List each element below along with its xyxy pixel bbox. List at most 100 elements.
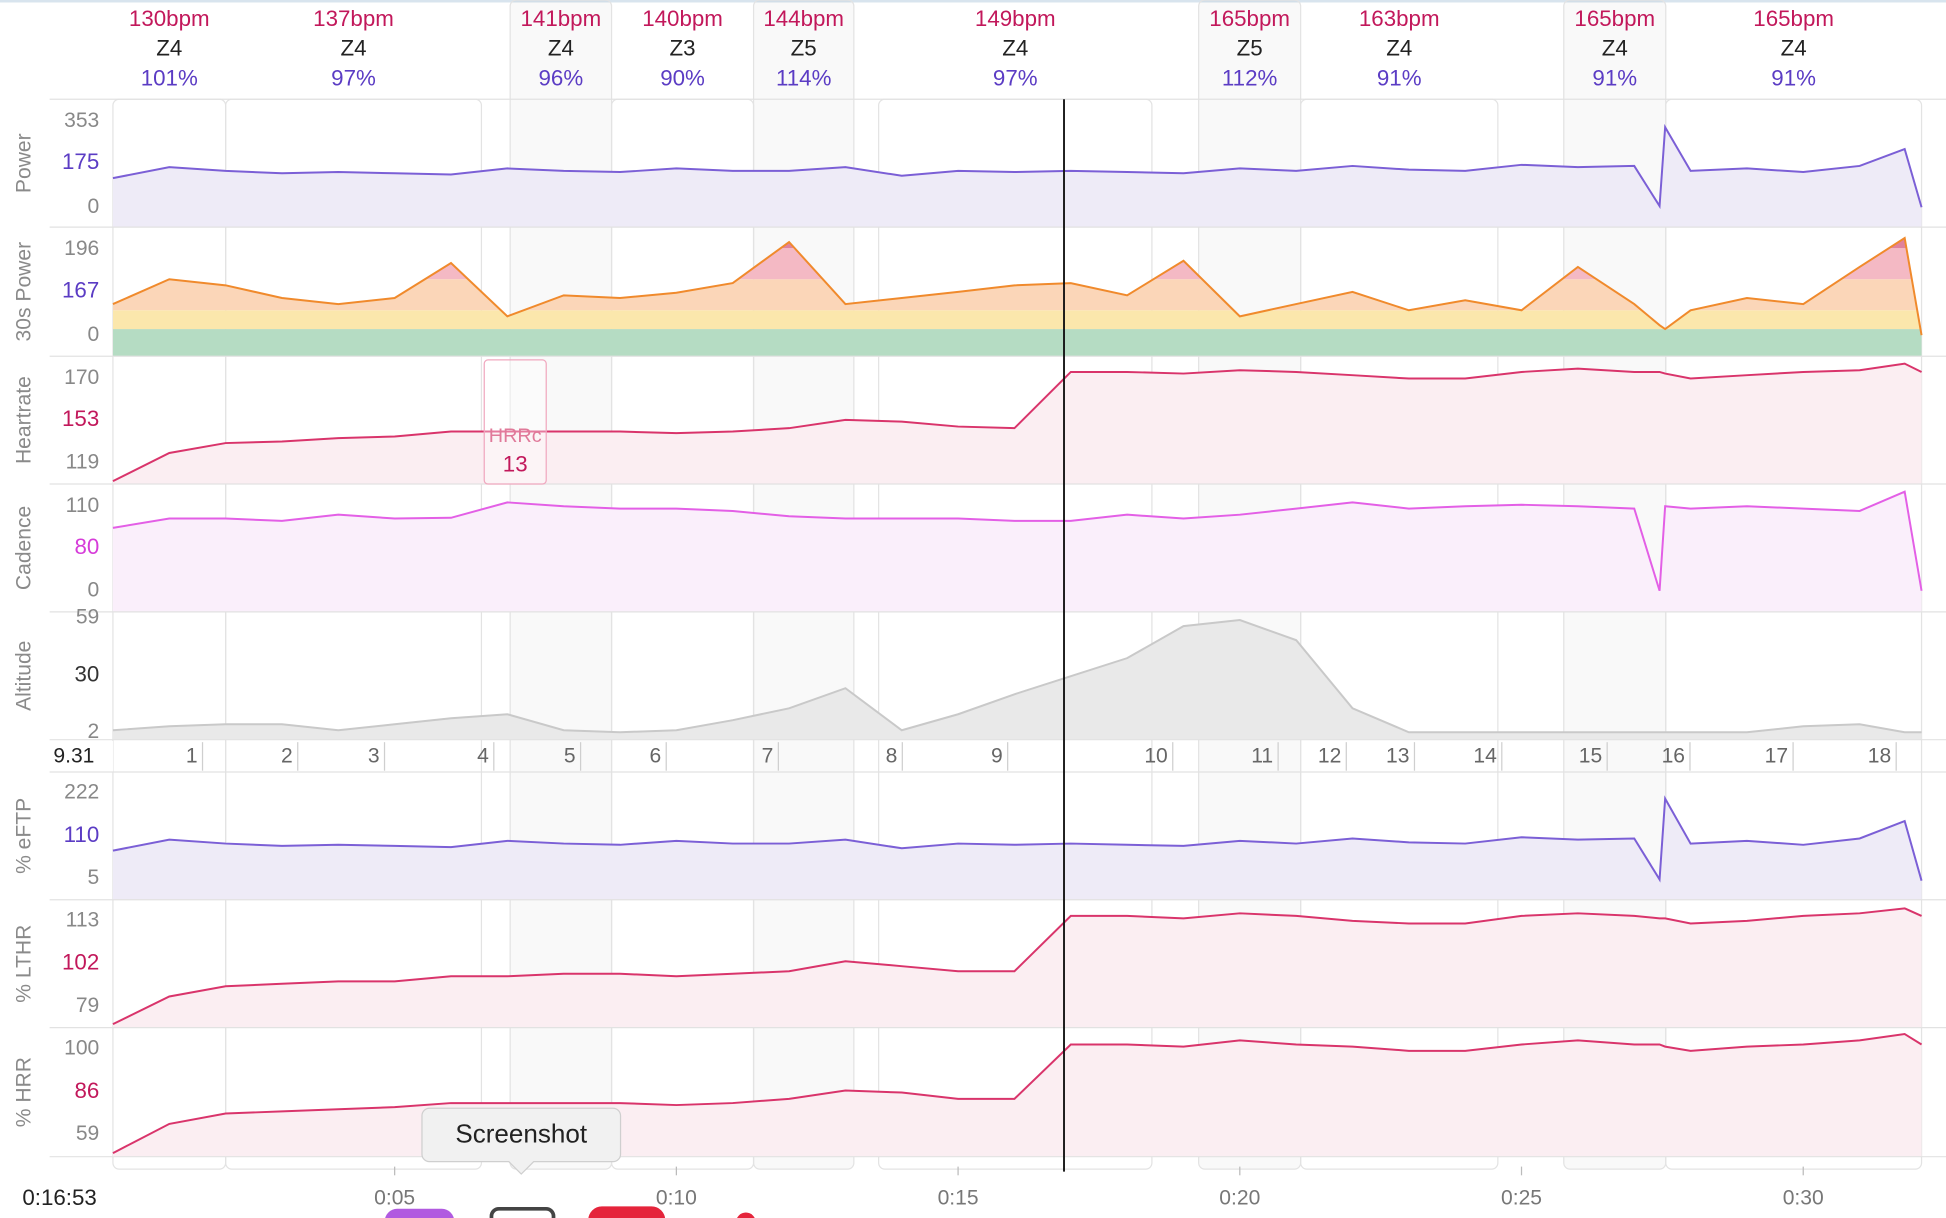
y-axis-label: % LTHR	[12, 925, 35, 1003]
interval-zone: Z4	[1602, 36, 1628, 61]
y-tick-label: 0	[88, 578, 100, 601]
interval-percent: 101%	[141, 65, 198, 90]
data-line	[112, 907, 1922, 1026]
cursor-value: 30	[74, 662, 99, 687]
distance-label: 15	[1579, 745, 1602, 768]
distance-label: 17	[1765, 745, 1788, 768]
interval-percent: 97%	[331, 65, 376, 90]
cursor-value: 175	[62, 149, 99, 174]
cursor-value: 86	[74, 1078, 99, 1103]
interval-hr: 137bpm	[313, 6, 394, 31]
interval-percent: 91%	[1771, 65, 1816, 90]
x-tick-label: 0:05	[374, 1186, 415, 1209]
distance-label: 12	[1318, 745, 1341, 768]
y-tick-label: 59	[76, 606, 99, 629]
y-axis-label: Altitude	[12, 641, 35, 711]
x-tick-label: 0:25	[1501, 1186, 1542, 1209]
distance-label: 14	[1473, 745, 1497, 768]
distance-label: 16	[1662, 745, 1685, 768]
y-axis-label: 30s Power	[12, 242, 35, 342]
toolbar-button[interactable]	[588, 1206, 666, 1218]
distance-label: 5	[564, 745, 576, 768]
interval-zone: Z5	[1237, 36, 1263, 61]
zone-band	[112, 329, 1922, 357]
interval-hr: 141bpm	[521, 6, 602, 31]
tooltip: Screenshot	[421, 1107, 622, 1175]
distance-label: 10	[1144, 745, 1167, 768]
interval-hr: 165bpm	[1209, 6, 1290, 31]
hrrc-box	[483, 359, 547, 485]
area-fill	[112, 798, 1922, 900]
cursor-value: 153	[62, 406, 99, 431]
y-tick-label: 196	[64, 237, 99, 260]
y-tick-label: 0	[88, 323, 100, 346]
y-axis-label: Heartrate	[12, 376, 35, 464]
interval-percent: 114%	[776, 65, 832, 90]
y-tick-label: 170	[64, 366, 99, 389]
cursor-value: 110	[64, 822, 100, 847]
data-line	[112, 362, 1922, 483]
distance-label: 9	[991, 745, 1003, 768]
x-tick-label: 0:30	[1783, 1186, 1824, 1209]
data-line	[112, 490, 1923, 592]
y-axis-label: % eFTP	[12, 798, 35, 874]
interval-percent: 112%	[1222, 65, 1278, 90]
interval-zone: Z4	[1386, 36, 1412, 61]
interval-hr: 149bpm	[975, 6, 1056, 31]
toolbar	[385, 1206, 756, 1218]
area-fill	[112, 908, 1922, 1028]
hrrc-value: 13	[503, 451, 528, 476]
distance-label: 1	[186, 745, 198, 768]
cursor-value: 80	[74, 534, 99, 559]
interval-percent: 91%	[1592, 65, 1637, 90]
cursor-value: 102	[62, 950, 99, 975]
hrrc-label: HRRc	[489, 425, 542, 447]
interval-percent: 90%	[660, 65, 705, 90]
data-line	[112, 619, 1922, 734]
distance-label: 2	[281, 745, 293, 768]
cursor-time: 0:16:53	[22, 1185, 97, 1210]
interval-hr: 130bpm	[129, 6, 210, 31]
distance-label: 18	[1868, 745, 1891, 768]
y-tick-label: 119	[66, 451, 100, 474]
distance-label: 3	[368, 745, 380, 768]
interval-hr: 144bpm	[763, 6, 844, 31]
area-fill	[112, 620, 1922, 740]
distance-label: 4	[477, 745, 489, 768]
x-tick-label: 0:20	[1219, 1186, 1260, 1209]
toolbar-button[interactable]	[736, 1212, 756, 1218]
y-axis-label: Cadence	[12, 506, 35, 590]
interval-zone: Z4	[1002, 36, 1028, 61]
distance-label: 8	[886, 745, 898, 768]
interval-percent: 96%	[539, 65, 584, 90]
data-line	[112, 795, 1923, 883]
interval-zone: Z4	[548, 36, 574, 61]
area-fill	[112, 491, 1922, 612]
cursor-distance: 9.31	[53, 745, 94, 768]
y-axis-label: Power	[12, 133, 35, 193]
y-axis-label: % HRR	[12, 1057, 35, 1127]
toolbar-button[interactable]	[385, 1208, 455, 1218]
y-tick-label: 110	[66, 494, 100, 517]
toolbar-button[interactable]	[489, 1206, 556, 1218]
y-tick-label: 113	[66, 908, 100, 931]
y-tick-label: 100	[64, 1036, 99, 1059]
y-tick-label: 353	[64, 109, 99, 132]
interval-percent: 97%	[993, 65, 1038, 90]
area-fill	[112, 363, 1922, 485]
cursor-value: 167	[62, 278, 99, 303]
data-line	[112, 123, 1923, 210]
y-tick-label: 79	[76, 994, 99, 1017]
distance-label: 13	[1386, 745, 1409, 768]
interval-zone: Z3	[670, 36, 696, 61]
distance-box	[49, 740, 113, 772]
interval-zone: Z4	[340, 36, 366, 61]
y-tick-label: 222	[64, 781, 99, 804]
y-tick-label: 5	[88, 866, 100, 889]
x-tick-label: 0:15	[938, 1186, 979, 1209]
interval-hr: 163bpm	[1359, 6, 1440, 31]
interval-percent: 91%	[1377, 65, 1422, 90]
y-tick-label: 0	[88, 195, 100, 218]
